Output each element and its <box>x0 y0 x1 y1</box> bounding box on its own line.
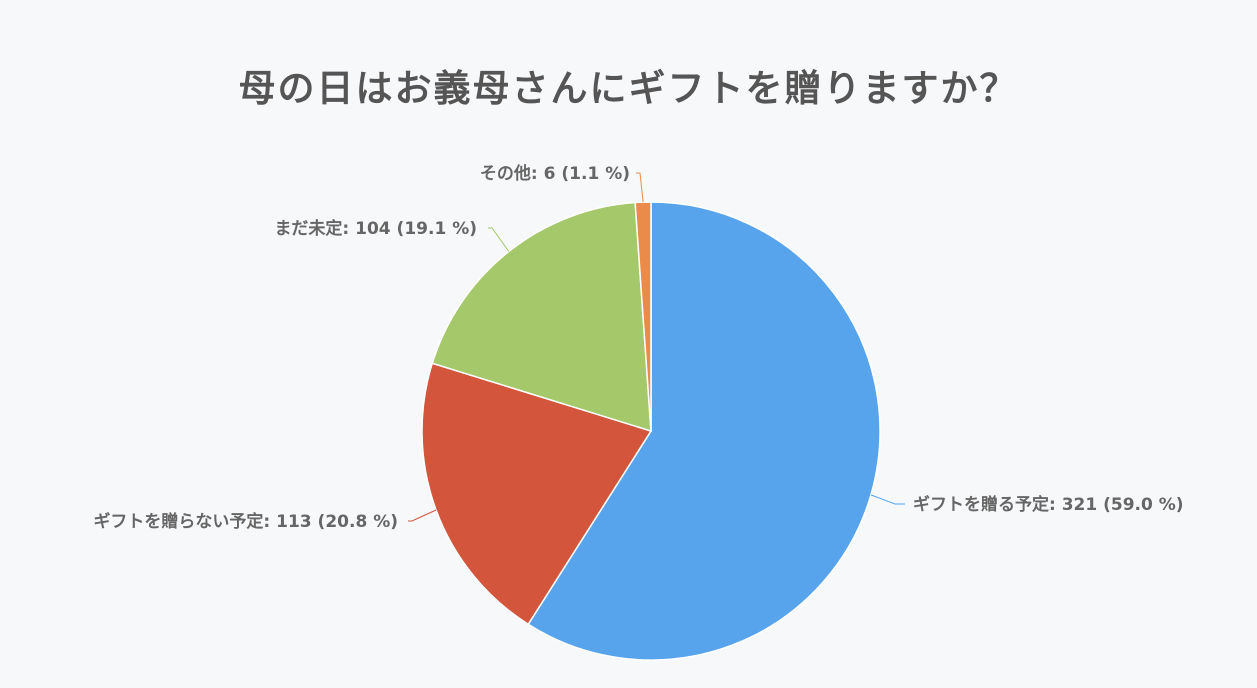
pie-slice <box>634 201 652 432</box>
slice-data-label: ギフトを贈らない予定: 113 (20.8 %) <box>93 511 398 532</box>
slice-data-label: ギフトを贈る予定: 321 (59.0 %) <box>913 494 1184 515</box>
label-connector <box>636 172 644 203</box>
pie-slices <box>421 201 881 661</box>
pie-slice <box>431 201 652 433</box>
label-connector <box>488 227 510 252</box>
slice-data-label: その他: 6 (1.1 %) <box>480 163 630 184</box>
label-connector <box>870 494 905 505</box>
slice-data-label: まだ未定: 104 (19.1 %) <box>274 218 477 239</box>
data-labels: ギフトを贈る予定: 321 (59.0 %) ギフトを贈らない予定: 113 (2… <box>93 163 1183 532</box>
label-connector <box>408 509 437 522</box>
label-connectors <box>408 172 905 522</box>
chart-title: 母の日はお義母さんにギフトを贈りますか？ <box>238 67 1019 110</box>
